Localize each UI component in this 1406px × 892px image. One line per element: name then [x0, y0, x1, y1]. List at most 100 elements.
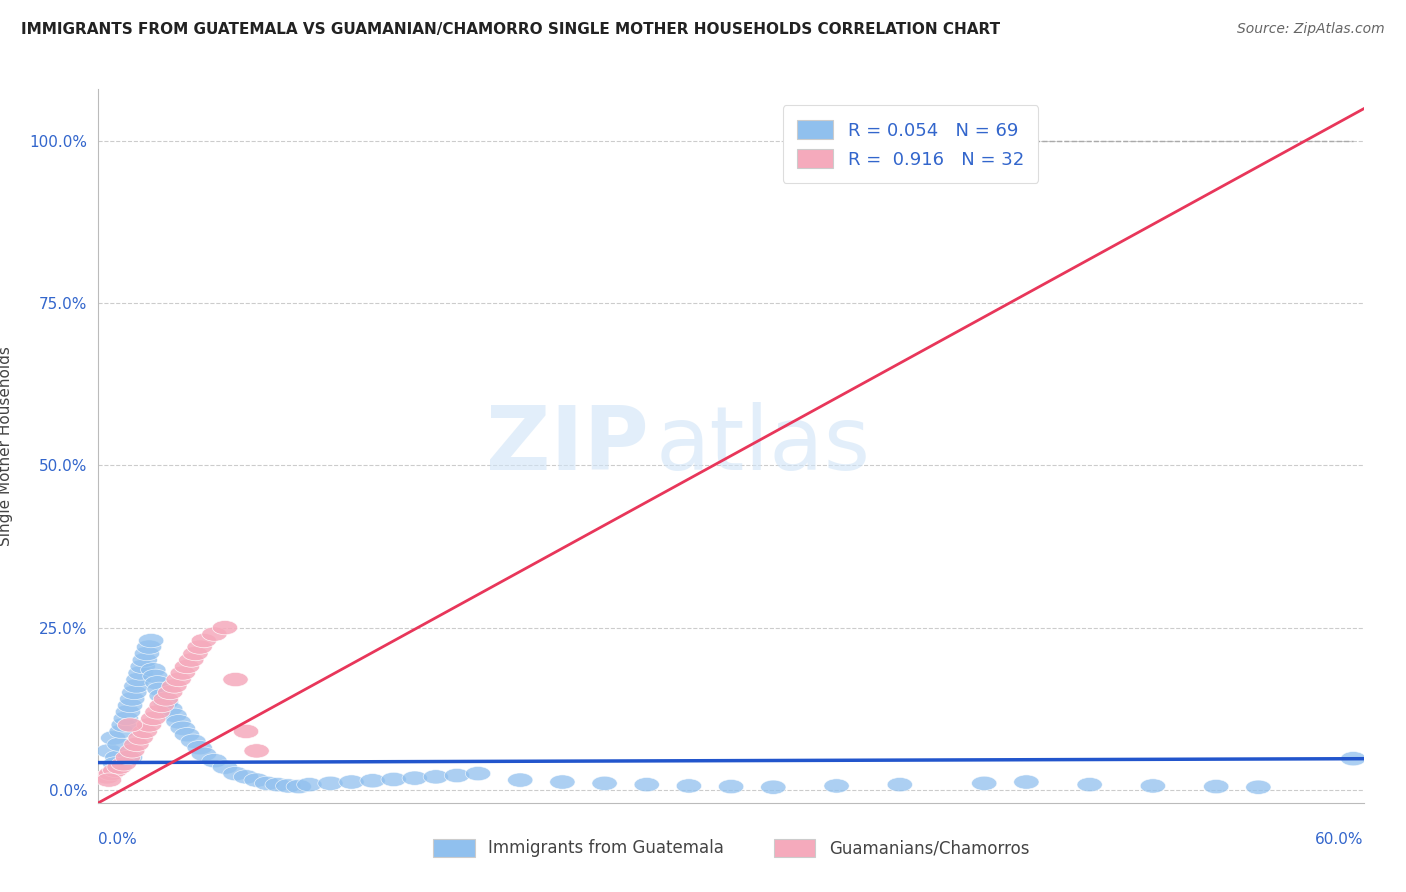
- Ellipse shape: [1341, 752, 1367, 766]
- Ellipse shape: [634, 778, 659, 792]
- Ellipse shape: [718, 780, 744, 794]
- Ellipse shape: [254, 776, 280, 790]
- Ellipse shape: [124, 738, 149, 752]
- Ellipse shape: [118, 718, 143, 732]
- Ellipse shape: [465, 766, 491, 780]
- Ellipse shape: [105, 750, 131, 764]
- Ellipse shape: [118, 750, 143, 764]
- Ellipse shape: [676, 779, 702, 793]
- Ellipse shape: [111, 756, 136, 771]
- Ellipse shape: [107, 738, 132, 752]
- Ellipse shape: [202, 627, 228, 641]
- Ellipse shape: [1140, 779, 1166, 793]
- Ellipse shape: [318, 776, 343, 790]
- Ellipse shape: [402, 771, 427, 785]
- Ellipse shape: [118, 698, 143, 713]
- Ellipse shape: [191, 633, 217, 648]
- Ellipse shape: [179, 653, 204, 667]
- Text: 60.0%: 60.0%: [1316, 832, 1364, 847]
- Ellipse shape: [202, 754, 228, 768]
- Ellipse shape: [124, 679, 149, 693]
- Ellipse shape: [1077, 778, 1102, 792]
- Ellipse shape: [550, 775, 575, 789]
- Ellipse shape: [145, 705, 170, 719]
- Ellipse shape: [297, 778, 322, 792]
- Text: IMMIGRANTS FROM GUATEMALA VS GUAMANIAN/CHAMORRO SINGLE MOTHER HOUSEHOLDS CORRELA: IMMIGRANTS FROM GUATEMALA VS GUAMANIAN/C…: [21, 22, 1000, 37]
- Ellipse shape: [233, 770, 259, 784]
- Ellipse shape: [181, 734, 207, 748]
- Ellipse shape: [97, 773, 122, 788]
- Ellipse shape: [245, 744, 270, 758]
- Ellipse shape: [287, 780, 312, 794]
- Ellipse shape: [1204, 780, 1229, 794]
- Ellipse shape: [94, 770, 120, 784]
- Text: Source: ZipAtlas.com: Source: ZipAtlas.com: [1237, 22, 1385, 37]
- Ellipse shape: [224, 673, 249, 687]
- Ellipse shape: [592, 776, 617, 790]
- Ellipse shape: [120, 692, 145, 706]
- Ellipse shape: [153, 695, 179, 709]
- Ellipse shape: [141, 663, 166, 677]
- Ellipse shape: [170, 666, 195, 681]
- Y-axis label: Single Mother Households: Single Mother Households: [0, 346, 13, 546]
- Ellipse shape: [111, 718, 136, 732]
- Ellipse shape: [993, 134, 1018, 148]
- Ellipse shape: [887, 778, 912, 792]
- Text: atlas: atlas: [655, 402, 870, 490]
- Ellipse shape: [120, 744, 145, 758]
- Ellipse shape: [174, 728, 200, 742]
- Ellipse shape: [360, 773, 385, 788]
- Ellipse shape: [1246, 780, 1271, 795]
- Ellipse shape: [508, 773, 533, 788]
- Ellipse shape: [174, 659, 200, 673]
- Ellipse shape: [381, 772, 406, 787]
- Ellipse shape: [103, 764, 128, 778]
- Ellipse shape: [276, 779, 301, 793]
- Ellipse shape: [145, 675, 170, 690]
- Ellipse shape: [212, 760, 238, 774]
- Ellipse shape: [183, 647, 208, 661]
- Ellipse shape: [233, 724, 259, 739]
- Ellipse shape: [98, 766, 124, 780]
- Ellipse shape: [141, 711, 166, 725]
- Ellipse shape: [115, 705, 141, 719]
- Legend: Immigrants from Guatemala, Guamanians/Chamorros: Immigrants from Guatemala, Guamanians/Ch…: [425, 830, 1038, 866]
- Ellipse shape: [131, 659, 155, 673]
- Text: 0.0%: 0.0%: [98, 832, 138, 847]
- Ellipse shape: [166, 714, 191, 729]
- Ellipse shape: [157, 702, 183, 716]
- Ellipse shape: [132, 653, 157, 667]
- Ellipse shape: [245, 773, 270, 788]
- Ellipse shape: [170, 721, 195, 735]
- Ellipse shape: [143, 669, 169, 683]
- Ellipse shape: [444, 768, 470, 782]
- Ellipse shape: [187, 640, 212, 654]
- Ellipse shape: [149, 689, 174, 703]
- Ellipse shape: [1014, 775, 1039, 789]
- Ellipse shape: [110, 724, 135, 739]
- Ellipse shape: [136, 718, 162, 732]
- Ellipse shape: [127, 673, 152, 687]
- Ellipse shape: [153, 692, 179, 706]
- Ellipse shape: [136, 640, 162, 654]
- Ellipse shape: [139, 633, 163, 648]
- Ellipse shape: [339, 775, 364, 789]
- Ellipse shape: [423, 770, 449, 784]
- Ellipse shape: [824, 779, 849, 793]
- Ellipse shape: [122, 685, 148, 699]
- Ellipse shape: [135, 647, 160, 661]
- Ellipse shape: [149, 698, 174, 713]
- Ellipse shape: [128, 731, 153, 745]
- Ellipse shape: [191, 747, 217, 761]
- Ellipse shape: [224, 766, 249, 780]
- Ellipse shape: [107, 760, 132, 774]
- Ellipse shape: [132, 724, 157, 739]
- Ellipse shape: [103, 756, 128, 771]
- Ellipse shape: [166, 673, 191, 687]
- Ellipse shape: [761, 780, 786, 795]
- Ellipse shape: [157, 685, 183, 699]
- Ellipse shape: [101, 731, 127, 745]
- Ellipse shape: [266, 778, 291, 792]
- Ellipse shape: [162, 708, 187, 723]
- Ellipse shape: [97, 744, 122, 758]
